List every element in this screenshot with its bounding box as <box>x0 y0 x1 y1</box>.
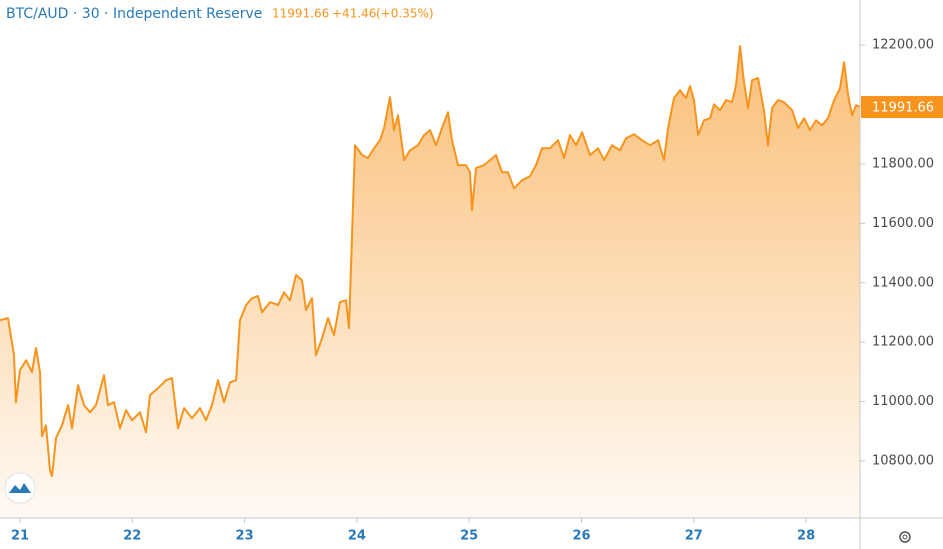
last-price: 11991.66 <box>272 7 329 21</box>
logo[interactable] <box>4 472 36 504</box>
y-tick-label: 12200.00 <box>872 38 934 53</box>
y-tick-label: 11200.00 <box>872 335 934 350</box>
x-tick-label: 21 <box>11 529 29 544</box>
plot <box>0 45 861 518</box>
x-tick-label: 28 <box>797 529 815 544</box>
price-tag-label: 11991.66 <box>872 101 934 116</box>
y-tick-label: 11600.00 <box>872 216 934 231</box>
settings-icon[interactable] <box>899 531 911 543</box>
x-tick-label: 23 <box>236 529 254 544</box>
y-tick-label: 11000.00 <box>872 394 934 409</box>
x-tick-label: 26 <box>572 529 590 544</box>
y-tick-label: 11400.00 <box>872 275 934 290</box>
price-change-percent: (+0.35%) <box>376 7 434 21</box>
x-tick-label: 24 <box>348 529 366 544</box>
x-tick-label: 22 <box>123 529 141 544</box>
symbol-title: BTC/AUD · 30 · Independent Reserve <box>6 6 262 22</box>
price-tag <box>861 96 943 119</box>
area-fill <box>0 46 860 518</box>
y-tick-label: 10800.00 <box>872 453 934 468</box>
y-tick-label: 11800.00 <box>872 156 934 171</box>
x-tick-label: 27 <box>685 529 703 544</box>
x-tick-label: 25 <box>460 529 478 544</box>
price-change: +41.46 <box>332 7 376 21</box>
price-line <box>0 45 861 478</box>
